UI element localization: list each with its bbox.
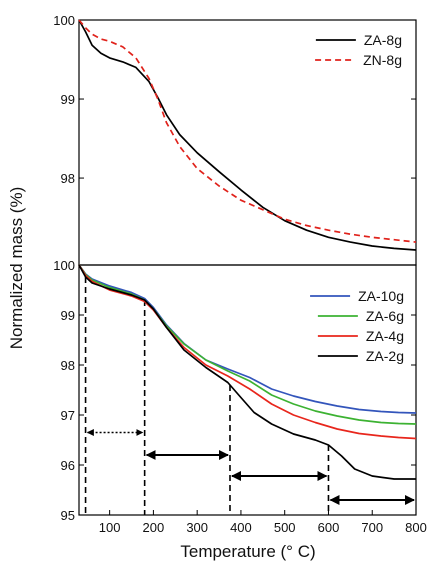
series-line-zn-8g [78,19,417,243]
legend-label-za-8g: ZA-8g [364,32,402,48]
y-tick-label: 95 [61,508,75,523]
legend-label-za-6g: ZA-6g [366,308,404,324]
legend-label-za-4g: ZA-4g [366,328,404,344]
y-tick-label: 96 [61,458,75,473]
x-tick-label: 300 [186,520,208,535]
y-tick-label: 98 [61,358,75,373]
series-line-za-4g [78,264,417,440]
y-tick-label: 97 [61,408,75,423]
legend-label-za-2g: ZA-2g [366,348,404,364]
legend-label-zn-8g: ZN-8g [363,52,402,68]
series-line-za-2g [78,264,416,480]
x-axis-label: Temperature (° C) [180,542,315,561]
y-tick-label: 99 [61,92,75,107]
y-tick-label: 100 [53,13,75,28]
bottom-panel-frame [78,264,417,516]
x-tick-label: 700 [361,520,383,535]
x-tick-label: 100 [99,520,121,535]
y-tick-label: 100 [53,258,75,273]
x-tick-label: 200 [143,520,165,535]
x-tick-label: 800 [405,520,427,535]
y-tick-label: 98 [61,171,75,186]
top-panel: 98 99 100 ZA-8g ZN-8g [53,13,417,266]
legend-label-za-10g: ZA-10g [358,288,404,304]
x-tick-label: 400 [230,520,252,535]
bottom-panel: 95 96 97 98 99 100 100 200 300 400 500 600 700 800 ZA-… [53,258,427,535]
x-tick-label: 500 [274,520,296,535]
series-line-za-10g [78,264,417,414]
series-line-za-8g [78,19,417,251]
series-line-za-6g [78,264,417,425]
x-tick-label: 600 [318,520,340,535]
y-tick-label: 99 [61,308,75,323]
y-axis-label: Normalized mass (%) [7,187,26,349]
